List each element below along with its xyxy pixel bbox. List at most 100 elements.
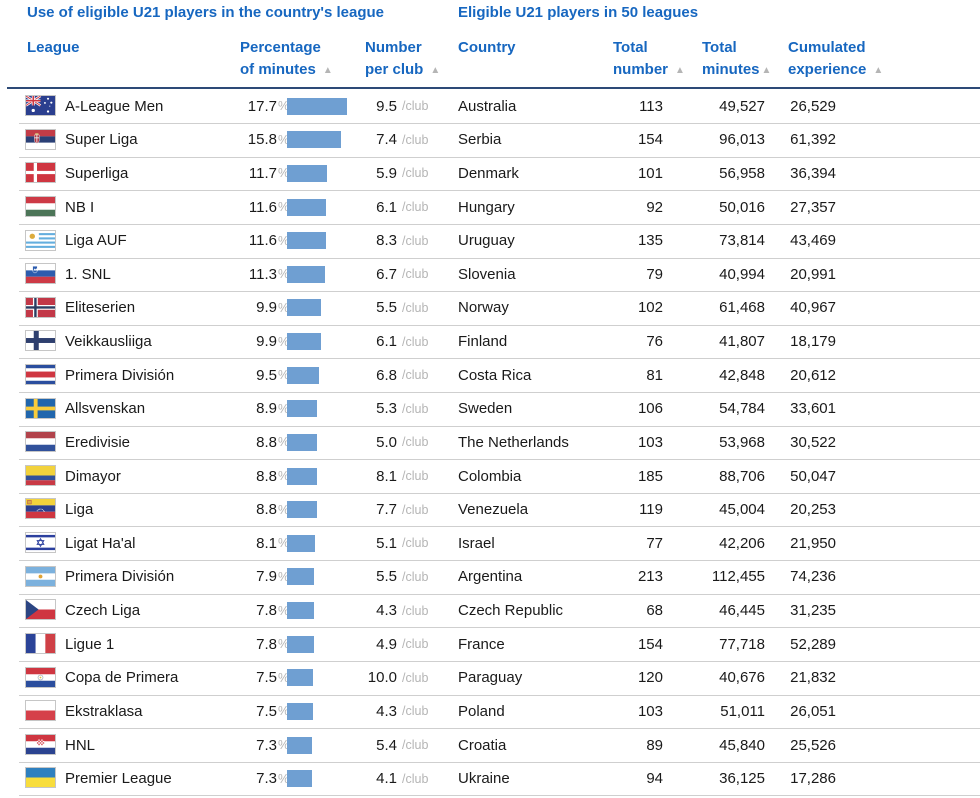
total-number-value: 94 (646, 770, 663, 788)
total-number-value: 120 (637, 669, 663, 687)
col-header-line: experience ▲ (788, 61, 884, 78)
total-minutes-value: 53,968 (719, 433, 765, 451)
country-name: Uruguay (458, 232, 515, 250)
league-name: Ligue 1 (65, 635, 115, 653)
percentage-bar (287, 164, 327, 182)
col-header-total-minutes[interactable]: Total minutes ▲ (702, 37, 771, 83)
table-row: Copa de Primera 7.5% 10.0/club Paraguay 120 4… (19, 661, 980, 696)
col-header-line: of minutes ▲ (240, 61, 333, 78)
percent-unit: % (278, 637, 290, 652)
total-number-value: 81 (646, 366, 663, 384)
percentage-value: 7.8 (256, 602, 277, 620)
col-header-total-number[interactable]: Total number ▲ (613, 37, 685, 83)
percent-unit: % (278, 401, 290, 416)
total-minutes-value: 50,016 (719, 198, 765, 216)
sort-ascending-icon[interactable]: ▲ (675, 65, 685, 76)
league-name: Copa de Primera (65, 669, 179, 687)
percentage-bar (287, 467, 317, 485)
country-name: Serbia (458, 131, 502, 149)
table-row: Primera División 9.5% 6.8/club Costa Rica 81… (19, 359, 980, 394)
country-name: Ukraine (458, 770, 510, 788)
col-header-country: Country (458, 39, 516, 56)
flag-norway-icon (25, 296, 56, 318)
per-club-value: 6.1 (376, 333, 397, 351)
flag-serbia-icon (25, 128, 56, 150)
sort-ascending-icon[interactable]: ▲ (430, 65, 441, 76)
percentage-bar (287, 97, 348, 115)
sort-ascending-icon[interactable]: ▲ (761, 65, 772, 76)
table-row: 1. SNL 11.3% 6.7/club Slovenia 79 40,994 20,99… (19, 258, 980, 293)
total-number-value: 135 (637, 232, 663, 250)
percentage-value: 17.7 (247, 97, 277, 115)
col-header-cumulated-experience[interactable]: Cumulated experience ▲ (788, 37, 883, 83)
flag-australia-icon (25, 95, 56, 117)
percentage-bar (287, 198, 327, 216)
percentage-value: 9.9 (256, 299, 277, 317)
total-minutes-value: 36,125 (719, 770, 765, 788)
per-club-value: 5.9 (376, 164, 397, 182)
flag-ukraine-icon (25, 767, 56, 789)
country-name: Slovenia (458, 265, 516, 283)
league-name: Superliga (65, 164, 129, 182)
per-club-unit: /club (402, 469, 429, 484)
per-club-unit: /club (402, 738, 429, 753)
total-minutes-value: 56,958 (719, 164, 765, 182)
table-row: Ekstraklasa 7.5% 4.3/club Poland 103 51,011 26… (19, 695, 980, 730)
cumulated-experience-value: 26,529 (790, 97, 836, 115)
per-club-unit: /club (402, 670, 429, 685)
total-minutes-value: 42,848 (719, 366, 765, 384)
total-number-value: 79 (646, 265, 663, 283)
sort-ascending-icon[interactable]: ▲ (873, 65, 884, 76)
per-club-value: 5.0 (376, 433, 397, 451)
country-name: Denmark (458, 164, 519, 182)
per-club-value: 4.9 (376, 635, 397, 653)
per-club-value: 4.3 (376, 702, 397, 720)
col-header-percentage-of-minutes[interactable]: Percentage of minutes ▲ (240, 37, 333, 83)
total-minutes-value: 40,676 (719, 669, 765, 687)
per-club-unit: /club (402, 99, 429, 114)
total-minutes-value: 112,455 (711, 568, 765, 586)
flag-uruguay-icon (25, 229, 56, 251)
percent-unit: % (278, 334, 290, 349)
cumulated-experience-value: 50,047 (790, 467, 836, 485)
country-name: Paraguay (458, 669, 523, 687)
per-club-unit: /club (402, 132, 429, 147)
percentage-value: 7.9 (256, 568, 277, 586)
per-club-value: 8.3 (376, 232, 397, 250)
per-club-unit: /club (402, 300, 429, 315)
per-club-unit: /club (402, 166, 429, 181)
total-number-value: 92 (646, 198, 663, 216)
cumulated-experience-value: 20,612 (790, 366, 836, 384)
percent-unit: % (278, 569, 290, 584)
country-name: Czech Republic (458, 602, 564, 620)
table-row: Liga 8.8% 7.7/club Venezuela 119 45,004 20,253 (19, 493, 980, 528)
country-name: Sweden (458, 400, 513, 418)
total-minutes-value: 96,013 (719, 131, 765, 149)
table-row: Dimayor 8.8% 8.1/club Colombia 185 88,706 50,0… (19, 459, 980, 494)
col-header-line: Cumulated (788, 39, 866, 56)
flag-netherlands-icon (25, 431, 56, 453)
flag-slovenia-icon (25, 263, 56, 285)
total-minutes-value: 51,011 (720, 702, 765, 720)
flag-france-icon (25, 632, 56, 654)
total-number-value: 119 (639, 501, 663, 519)
country-name: Argentina (458, 568, 523, 586)
per-club-value: 6.8 (376, 366, 397, 384)
sort-ascending-icon[interactable]: ▲ (322, 65, 333, 76)
per-club-unit: /club (402, 368, 429, 383)
per-club-value: 5.4 (376, 736, 397, 754)
total-minutes-value: 45,840 (719, 736, 765, 754)
percentage-bar (287, 736, 312, 754)
per-club-unit: /club (402, 267, 429, 282)
per-club-value: 8.1 (376, 467, 397, 485)
table-row: Ligat Ha'al 8.1% 5.1/club Israel 77 42,206 21,… (19, 527, 980, 562)
country-name: France (458, 635, 505, 653)
percentage-value: 8.1 (256, 534, 277, 552)
left-table-title: Use of eligible U21 players in the count… (27, 4, 385, 21)
col-header-line: Number (365, 39, 422, 56)
total-number-value: 154 (637, 131, 663, 149)
table-row: A-League Men 17.7% 9.5/club Australia 113 49,… (19, 90, 980, 125)
percent-unit: % (278, 368, 290, 383)
col-header-number-per-club[interactable]: Number per club ▲ (365, 37, 440, 83)
league-name: Eliteserien (65, 299, 136, 317)
